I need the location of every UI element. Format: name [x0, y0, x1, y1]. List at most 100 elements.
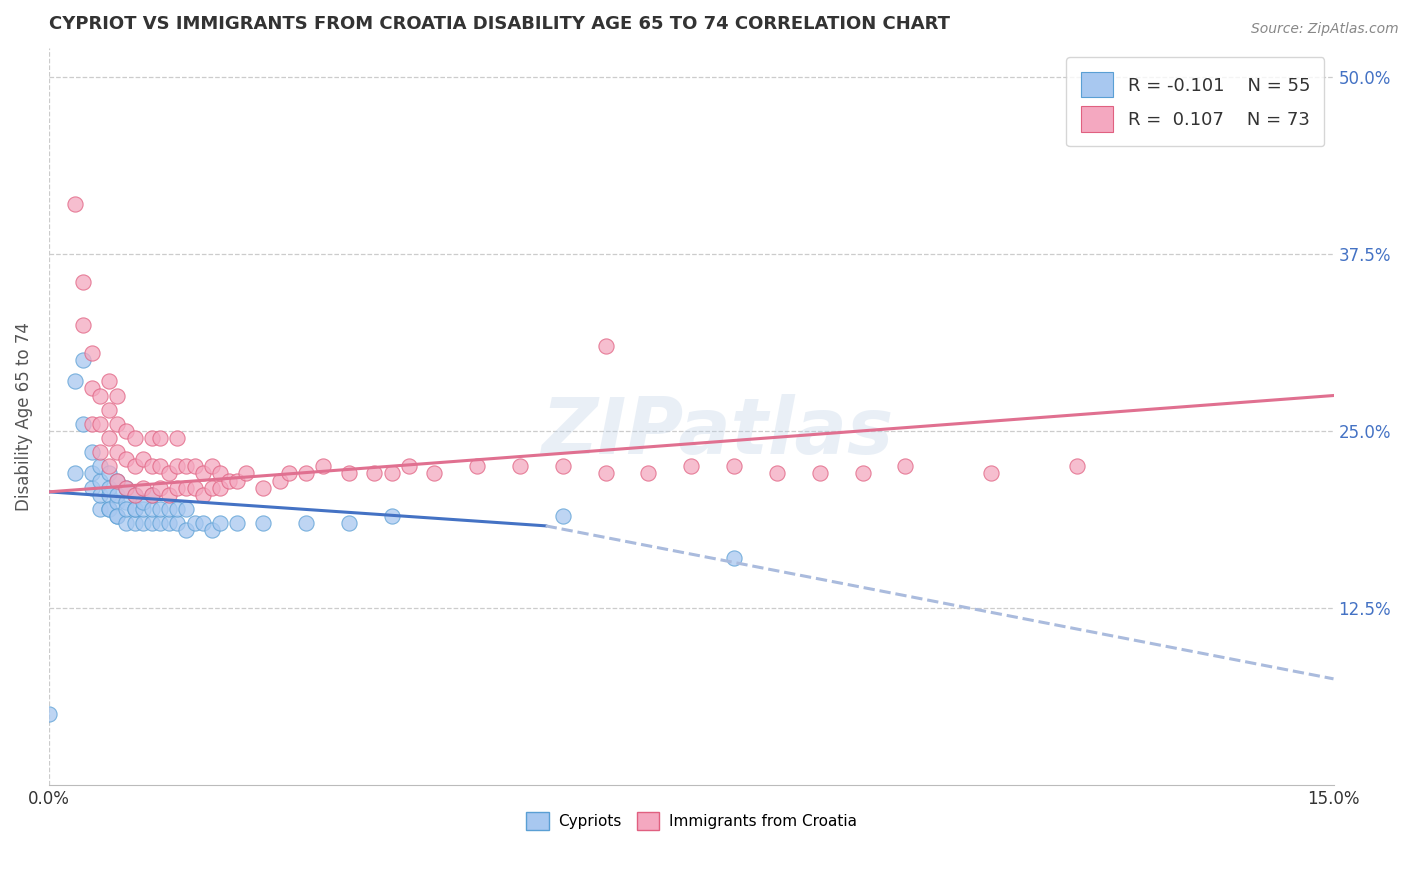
- Point: [124, 501, 146, 516]
- Point: [141, 431, 163, 445]
- Point: [141, 488, 163, 502]
- Point: [80, 417, 103, 431]
- Point: [235, 467, 257, 481]
- Point: [252, 481, 274, 495]
- Point: [157, 488, 180, 502]
- Point: [149, 459, 172, 474]
- Point: [269, 474, 291, 488]
- Point: [380, 508, 402, 523]
- Point: [681, 459, 703, 474]
- Point: [226, 516, 249, 530]
- Point: [149, 431, 172, 445]
- Point: [191, 467, 214, 481]
- Point: [132, 516, 155, 530]
- Point: [509, 459, 531, 474]
- Point: [97, 402, 120, 417]
- Point: [380, 467, 402, 481]
- Point: [107, 445, 129, 459]
- Text: ZIPatlas: ZIPatlas: [541, 393, 893, 469]
- Point: [201, 481, 224, 495]
- Point: [124, 488, 146, 502]
- Point: [107, 488, 129, 502]
- Point: [97, 501, 120, 516]
- Point: [72, 318, 94, 332]
- Point: [851, 467, 873, 481]
- Point: [209, 467, 232, 481]
- Point: [209, 481, 232, 495]
- Point: [89, 488, 111, 502]
- Point: [97, 431, 120, 445]
- Point: [174, 523, 197, 537]
- Point: [80, 467, 103, 481]
- Point: [149, 501, 172, 516]
- Point: [63, 375, 86, 389]
- Point: [124, 431, 146, 445]
- Point: [115, 424, 138, 438]
- Point: [166, 481, 188, 495]
- Point: [808, 467, 831, 481]
- Point: [1066, 459, 1088, 474]
- Point: [80, 381, 103, 395]
- Point: [107, 474, 129, 488]
- Point: [423, 467, 446, 481]
- Point: [723, 551, 745, 566]
- Point: [124, 501, 146, 516]
- Text: CYPRIOT VS IMMIGRANTS FROM CROATIA DISABILITY AGE 65 TO 74 CORRELATION CHART: CYPRIOT VS IMMIGRANTS FROM CROATIA DISAB…: [49, 15, 950, 33]
- Point: [337, 467, 360, 481]
- Point: [183, 459, 205, 474]
- Point: [191, 488, 214, 502]
- Point: [723, 459, 745, 474]
- Point: [149, 481, 172, 495]
- Point: [637, 467, 659, 481]
- Point: [80, 346, 103, 360]
- Point: [157, 516, 180, 530]
- Point: [107, 508, 129, 523]
- Point: [80, 445, 103, 459]
- Point: [595, 467, 617, 481]
- Text: Source: ZipAtlas.com: Source: ZipAtlas.com: [1251, 22, 1399, 37]
- Point: [107, 495, 129, 509]
- Point: [89, 474, 111, 488]
- Point: [295, 467, 318, 481]
- Point: [97, 481, 120, 495]
- Point: [465, 459, 488, 474]
- Point: [337, 516, 360, 530]
- Point: [398, 459, 420, 474]
- Point: [107, 388, 129, 402]
- Point: [191, 516, 214, 530]
- Point: [124, 459, 146, 474]
- Point: [89, 417, 111, 431]
- Point: [141, 459, 163, 474]
- Legend: Cypriots, Immigrants from Croatia: Cypriots, Immigrants from Croatia: [520, 805, 863, 837]
- Point: [312, 459, 335, 474]
- Point: [72, 275, 94, 289]
- Point: [89, 388, 111, 402]
- Point: [201, 459, 224, 474]
- Point: [174, 481, 197, 495]
- Point: [89, 459, 111, 474]
- Point: [166, 516, 188, 530]
- Point: [97, 467, 120, 481]
- Point: [72, 417, 94, 431]
- Point: [115, 501, 138, 516]
- Point: [132, 481, 155, 495]
- Point: [149, 516, 172, 530]
- Point: [766, 467, 789, 481]
- Y-axis label: Disability Age 65 to 74: Disability Age 65 to 74: [15, 322, 32, 511]
- Point: [107, 508, 129, 523]
- Point: [980, 467, 1002, 481]
- Point: [157, 501, 180, 516]
- Point: [80, 481, 103, 495]
- Point: [174, 459, 197, 474]
- Point: [97, 375, 120, 389]
- Point: [89, 445, 111, 459]
- Point: [551, 508, 574, 523]
- Point: [97, 459, 120, 474]
- Point: [115, 452, 138, 467]
- Point: [201, 523, 224, 537]
- Point: [174, 501, 197, 516]
- Point: [132, 452, 155, 467]
- Point: [894, 459, 917, 474]
- Point: [157, 467, 180, 481]
- Point: [166, 431, 188, 445]
